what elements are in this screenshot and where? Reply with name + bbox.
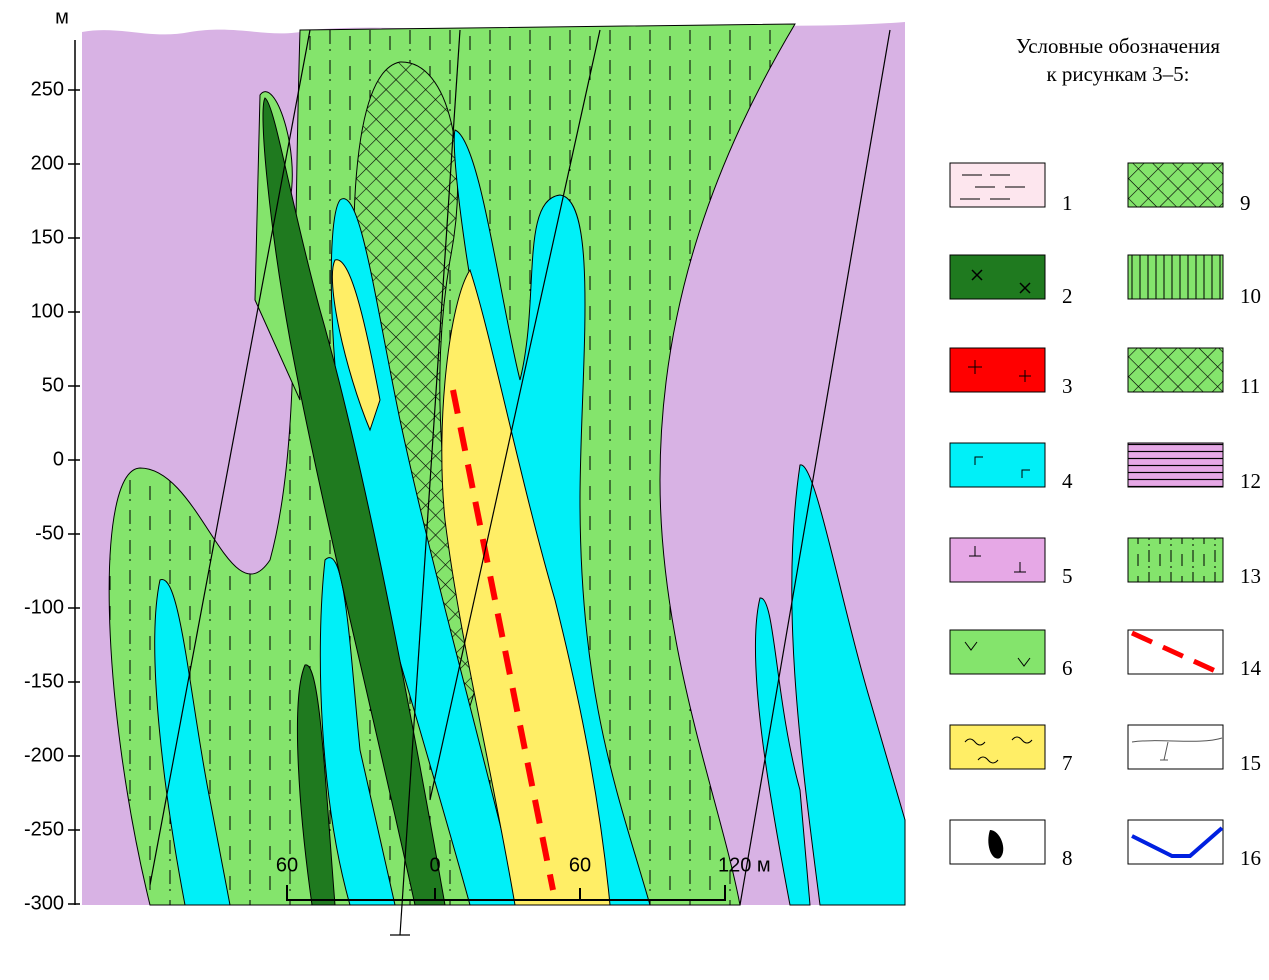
legend-number: 13 xyxy=(1240,564,1261,588)
legend-number: 15 xyxy=(1240,751,1261,775)
axis-label: 150 xyxy=(31,226,64,248)
legend-number: 11 xyxy=(1240,374,1260,398)
section xyxy=(82,22,905,935)
legend-number: 12 xyxy=(1240,469,1261,493)
legend-title: к рисункам 3–5: xyxy=(1046,62,1189,86)
axis-label: -100 xyxy=(24,596,64,618)
legend-symbol xyxy=(950,255,1045,299)
axis-label: -300 xyxy=(24,892,64,914)
axis-label: 50 xyxy=(42,374,64,396)
legend: Условные обозначения к рисункам 3–5: xyxy=(950,34,1262,870)
axis-label: -50 xyxy=(35,522,64,544)
axis-label: -150 xyxy=(24,670,64,692)
page: м 250200150100500-50-100-150-200-250-300… xyxy=(0,0,1269,980)
scale-label: 120 м xyxy=(718,854,771,876)
legend-number: 7 xyxy=(1062,751,1073,775)
legend-number: 1 xyxy=(1062,191,1073,215)
axis-label: 200 xyxy=(31,152,64,174)
axis-label: -200 xyxy=(24,744,64,766)
axis-label: -250 xyxy=(24,818,64,840)
legend-symbol xyxy=(950,725,1045,769)
legend-symbol xyxy=(950,163,1045,207)
scale-label: 60 xyxy=(276,854,298,876)
scale-label: 60 xyxy=(569,854,591,876)
legend-number: 2 xyxy=(1062,284,1073,308)
legend-number: 6 xyxy=(1062,656,1073,680)
legend-symbol xyxy=(1128,255,1223,299)
legend-symbol xyxy=(1128,725,1223,769)
axis-label: 250 xyxy=(31,78,64,100)
axis-unit: м xyxy=(55,6,69,28)
legend-number: 14 xyxy=(1240,656,1262,680)
legend-symbol xyxy=(950,443,1045,487)
legend-number: 3 xyxy=(1062,374,1073,398)
vertical-axis: м 250 200 150 100 50 0 -50 -100 -150 -200 -250 -300 xyxy=(24,6,80,914)
legend-number: 9 xyxy=(1240,191,1251,215)
legend-number: 10 xyxy=(1240,284,1261,308)
legend-symbol xyxy=(1128,443,1223,487)
legend-number: 8 xyxy=(1062,846,1073,870)
legend-symbol xyxy=(950,538,1045,582)
legend-title: Условные обозначения xyxy=(1016,34,1221,58)
legend-symbol xyxy=(1128,348,1223,392)
legend-number: 16 xyxy=(1240,846,1261,870)
axis-label: 100 xyxy=(31,300,64,322)
legend-symbol xyxy=(1128,163,1223,207)
scale-label: 0 xyxy=(429,854,440,876)
axis-label: 0 xyxy=(53,448,64,470)
legend-number: 4 xyxy=(1062,469,1073,493)
legend-symbol xyxy=(950,630,1045,674)
legend-number: 5 xyxy=(1062,564,1073,588)
legend-symbol xyxy=(1128,538,1223,582)
legend-symbol xyxy=(950,348,1045,392)
